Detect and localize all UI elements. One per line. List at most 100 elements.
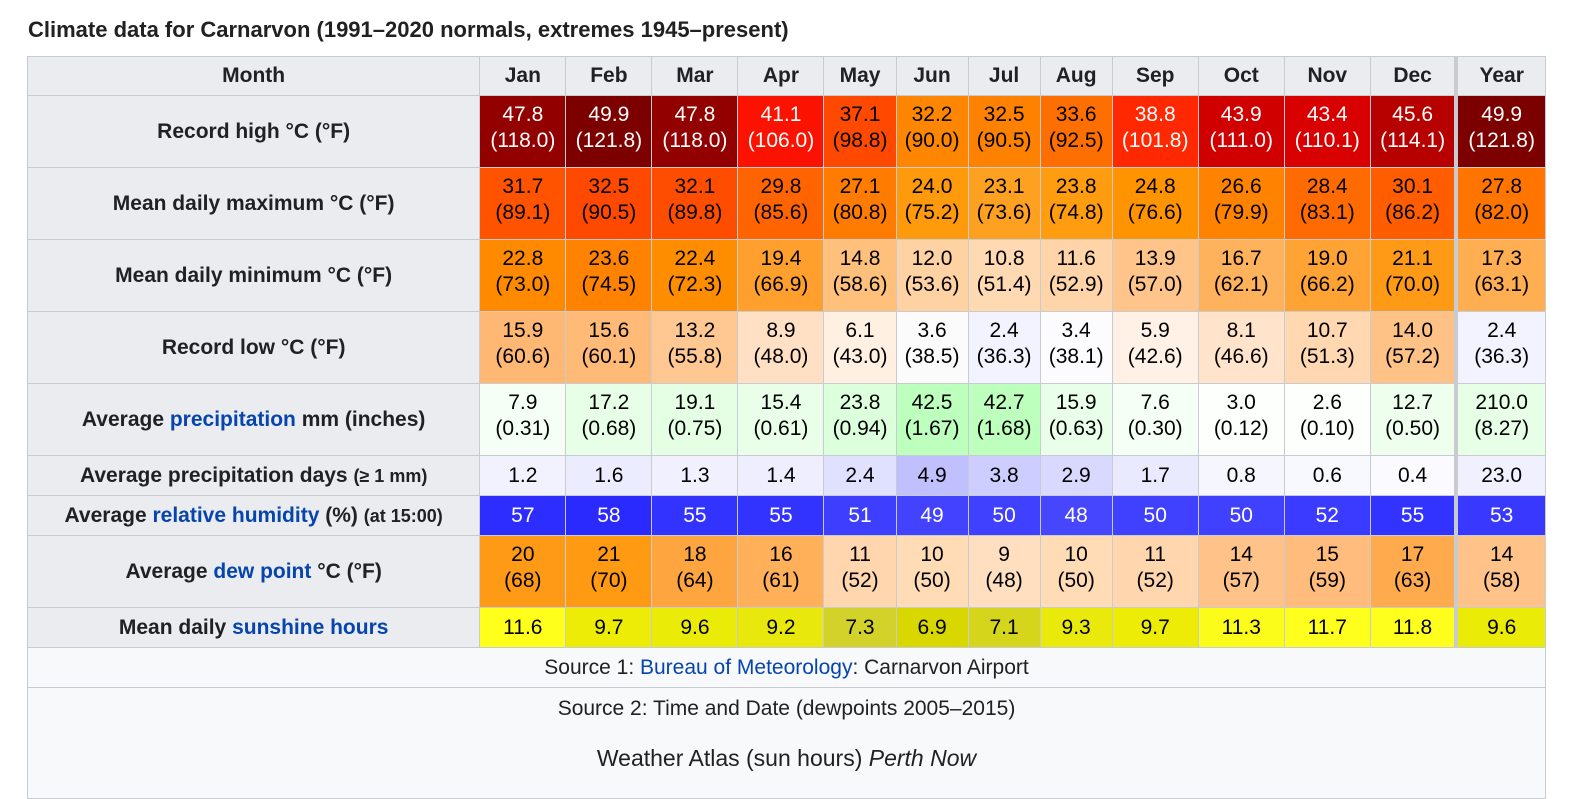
- value-primary: 16.7: [1220, 247, 1262, 270]
- row-label-link[interactable]: dew point: [213, 559, 312, 583]
- value-cell-nov: 43.4 (110.1): [1283, 95, 1371, 168]
- value-primary: 1.4: [766, 463, 796, 487]
- value-cell-may: 6.1 (43.0): [823, 311, 897, 384]
- value-primary: 9.6: [1487, 615, 1517, 639]
- value-secondary: (61): [762, 569, 800, 592]
- table-row: Record high °C (°F) 47.8 (118.0) 49.9 (121.8…: [26, 95, 1547, 168]
- value-secondary: (98.8): [832, 129, 888, 152]
- value-cell-sep: 1.7: [1111, 455, 1199, 496]
- value-cell-nov: 52: [1283, 495, 1371, 536]
- value-secondary: (121.8): [1468, 129, 1535, 152]
- table-row: Average relative humidity (%) (at 15:00)…: [26, 495, 1547, 536]
- value-cell-feb: 49.9 (121.8): [565, 95, 653, 168]
- value-primary: 55: [1400, 503, 1425, 527]
- value-cell-nov: 15 (59): [1283, 535, 1371, 608]
- row-label-text: Mean daily minimum °C (°F): [115, 263, 393, 287]
- value-secondary: (50): [1057, 569, 1095, 592]
- value-primary: 42.7: [983, 391, 1025, 414]
- value-cell-jul: 42.7 (1.68): [967, 383, 1041, 456]
- value-cell-jul: 10.8 (51.4): [967, 239, 1041, 312]
- row-label-suffix: mm (inches): [295, 407, 426, 431]
- source2-row: Source 2: Time and Date (dewpoints 2005–…: [27, 687, 1546, 799]
- value-cell-dec: 45.6 (114.1): [1369, 95, 1457, 168]
- value-primary: 9.6: [680, 615, 710, 639]
- value-primary: 20: [511, 543, 535, 566]
- value-secondary: (118.0): [490, 129, 556, 152]
- value-cell-dec: 17 (63): [1369, 535, 1457, 608]
- value-cell-jan: 7.9 (0.31): [479, 383, 567, 456]
- value-primary: 16: [769, 543, 793, 566]
- value-cell-dec: 12.7 (0.50): [1369, 383, 1457, 456]
- value-cell-aug: 11.6 (52.9): [1039, 239, 1113, 312]
- value-primary: 1.3: [680, 463, 710, 487]
- value-cell-may: 11 (52): [823, 535, 897, 608]
- value-cell-oct: 11.3: [1197, 607, 1285, 648]
- value-cell-aug: 10 (50): [1039, 535, 1113, 608]
- table-row: Record low °C (°F) 15.9 (60.6) 15.6 (60.1) 13…: [26, 311, 1547, 384]
- value-cell-oct: 43.9 (111.0): [1197, 95, 1285, 168]
- value-cell-dec: 21.1 (70.0): [1369, 239, 1457, 312]
- value-secondary: (70): [590, 569, 628, 592]
- row-label-text: Mean daily: [118, 615, 233, 639]
- value-primary: 14.0: [1392, 319, 1434, 342]
- row-label-link[interactable]: sunshine hours: [232, 615, 389, 639]
- value-primary: 23.0: [1481, 463, 1523, 487]
- value-primary: 11: [1144, 543, 1167, 566]
- value-secondary: (86.2): [1385, 201, 1441, 224]
- value-primary: 3.8: [989, 463, 1019, 487]
- value-primary: 23.1: [983, 175, 1025, 198]
- value-primary: 7.9: [508, 391, 538, 414]
- row-label-note: (at 15:00): [363, 505, 443, 526]
- value-secondary: (80.8): [832, 201, 888, 224]
- value-cell-mar: 55: [651, 495, 739, 536]
- value-secondary: (64): [676, 569, 714, 592]
- value-primary: 11.6: [1056, 247, 1096, 270]
- source2-perth-now: Perth Now: [868, 745, 977, 771]
- value-primary: 21.1: [1392, 247, 1434, 270]
- value-secondary: (52): [841, 569, 879, 592]
- value-cell-jul: 7.1: [967, 607, 1041, 648]
- table-row: Average precipitation mm (inches) 7.9 (0.3…: [26, 383, 1547, 456]
- value-cell-may: 2.4: [823, 455, 897, 496]
- value-primary: 43.9: [1220, 103, 1262, 126]
- value-cell-year: 9.6: [1454, 607, 1547, 648]
- value-primary: 7.6: [1140, 391, 1170, 414]
- value-primary: 14.8: [839, 247, 881, 270]
- value-secondary: (74.8): [1048, 201, 1104, 224]
- value-secondary: (85.6): [753, 201, 809, 224]
- value-secondary: (89.8): [667, 201, 723, 224]
- value-primary: 0.6: [1312, 463, 1342, 487]
- value-secondary: (43.0): [832, 345, 888, 368]
- value-primary: 9.3: [1061, 615, 1091, 639]
- table-caption: Climate data for Carnarvon (1991–2020 no…: [28, 17, 789, 42]
- source2-line2: Weather Atlas (sun hours) Perth Now: [28, 744, 1545, 772]
- row-label-link[interactable]: precipitation: [169, 407, 296, 431]
- bureau-of-meteorology-link[interactable]: Bureau of Meteorology: [640, 655, 853, 679]
- value-cell-apr: 19.4 (66.9): [737, 239, 825, 312]
- value-secondary: (51.4): [976, 273, 1032, 296]
- value-cell-sep: 9.7: [1111, 607, 1199, 648]
- climate-table: Month Jan Feb Mar Apr May Jun Jul Aug Se…: [26, 56, 1547, 799]
- value-cell-feb: 23.6 (74.5): [565, 239, 653, 312]
- value-secondary: (51.3): [1299, 345, 1355, 368]
- value-primary: 15.6: [588, 319, 630, 342]
- value-cell-year: 27.8 (82.0): [1454, 167, 1547, 240]
- value-primary: 11.6: [503, 615, 543, 639]
- value-cell-oct: 8.1 (46.6): [1197, 311, 1285, 384]
- value-cell-dec: 0.4: [1369, 455, 1457, 496]
- value-cell-apr: 1.4: [737, 455, 825, 496]
- value-cell-apr: 15.4 (0.61): [737, 383, 825, 456]
- value-primary: 45.6: [1392, 103, 1434, 126]
- value-cell-year: 53: [1454, 495, 1547, 536]
- header-row: Month Jan Feb Mar Apr May Jun Jul Aug Se…: [26, 56, 1547, 96]
- row-label: Mean daily minimum °C (°F): [26, 239, 481, 312]
- value-primary: 3.4: [1061, 319, 1091, 342]
- value-secondary: (66.9): [753, 273, 809, 296]
- value-cell-feb: 15.6 (60.1): [565, 311, 653, 384]
- value-secondary: (0.50): [1385, 417, 1441, 440]
- value-primary: 12.7: [1392, 391, 1434, 414]
- value-cell-year: 210.0 (8.27): [1454, 383, 1547, 456]
- value-primary: 52: [1315, 503, 1339, 527]
- row-label-link[interactable]: relative humidity: [152, 503, 320, 527]
- value-primary: 17.3: [1481, 247, 1523, 270]
